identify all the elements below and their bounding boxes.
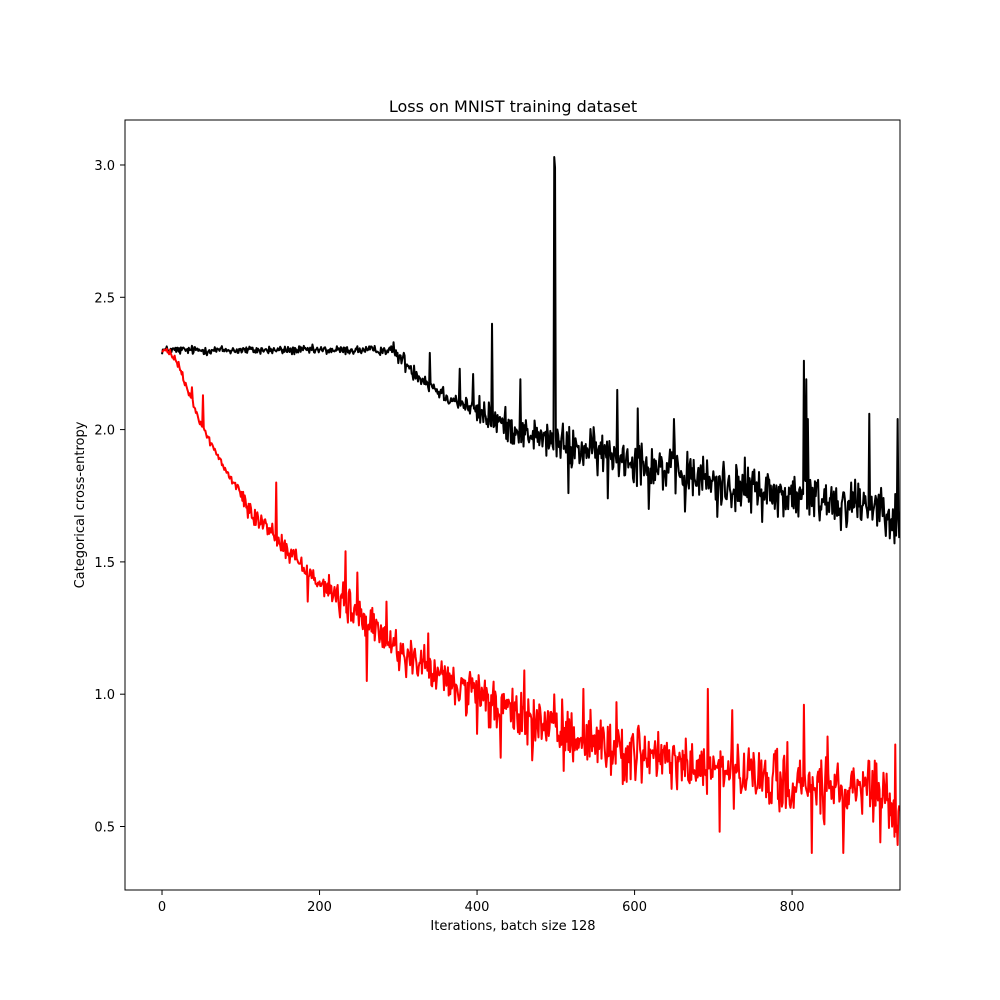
x-axis-label: Iterations, batch size 128 <box>430 919 595 934</box>
y-tick-label: 3.0 <box>94 159 115 174</box>
y-tick-label: 2.0 <box>94 424 115 439</box>
x-tick-label: 0 <box>158 900 166 915</box>
y-tick-label: 1.5 <box>94 556 115 571</box>
x-tick-label: 800 <box>780 900 805 915</box>
series-layer <box>161 156 901 854</box>
y-tick-label: 0.5 <box>94 820 115 835</box>
series-line-1 <box>161 156 901 545</box>
x-tick-label: 200 <box>307 900 332 915</box>
plot-frame <box>124 119 901 891</box>
axis-layer: 0 200 400 600 800 0.5 1.0 1.5 2.0 2.5 3.0 <box>94 159 804 915</box>
x-tick-label: 400 <box>465 900 490 915</box>
y-tick-label: 1.0 <box>94 688 115 703</box>
y-axis-label: Categorical cross-entropy <box>73 421 88 588</box>
y-tick-label: 2.5 <box>94 291 115 306</box>
chart-title: Loss on MNIST training dataset <box>389 97 637 116</box>
x-tick-label: 600 <box>622 900 647 915</box>
series-line-2 <box>161 347 901 854</box>
